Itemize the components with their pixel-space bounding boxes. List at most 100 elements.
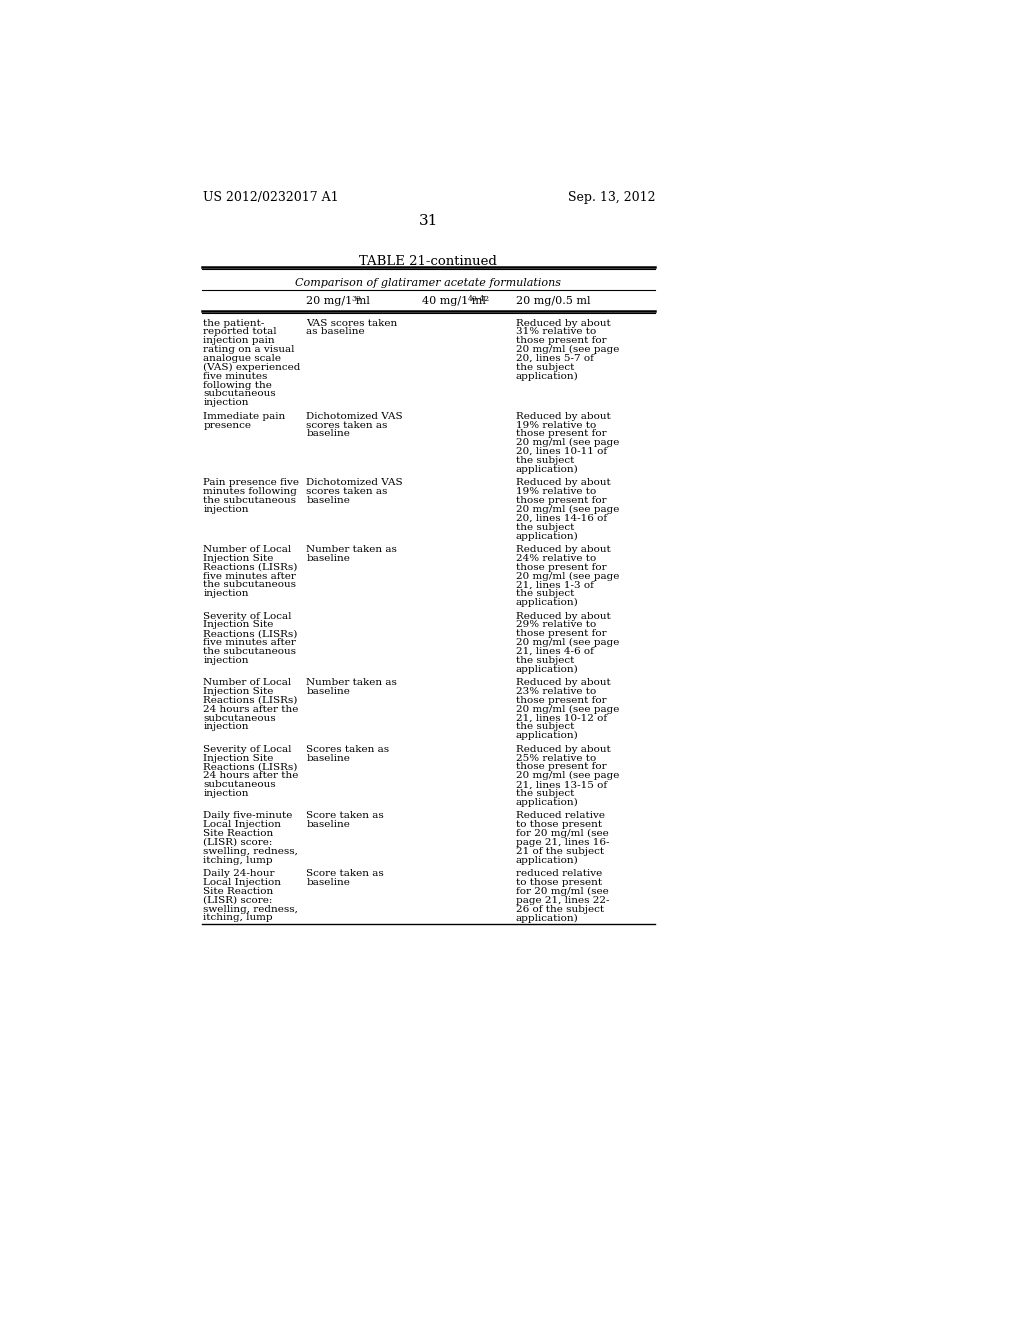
Text: scores taken as: scores taken as bbox=[306, 487, 388, 496]
Text: injection pain: injection pain bbox=[203, 337, 274, 346]
Text: Reduced by about: Reduced by about bbox=[515, 412, 610, 421]
Text: 24 hours after the: 24 hours after the bbox=[203, 705, 299, 714]
Text: 20, lines 5-7 of: 20, lines 5-7 of bbox=[515, 354, 593, 363]
Text: Reactions (LISRs): Reactions (LISRs) bbox=[203, 562, 298, 572]
Text: subcutaneous: subcutaneous bbox=[203, 389, 275, 399]
Text: (LISR) score:: (LISR) score: bbox=[203, 896, 272, 904]
Text: Pain presence five: Pain presence five bbox=[203, 478, 299, 487]
Text: the subject: the subject bbox=[515, 363, 573, 372]
Text: scores taken as: scores taken as bbox=[306, 421, 388, 429]
Text: Dichotomized VAS: Dichotomized VAS bbox=[306, 412, 402, 421]
Text: 21, lines 4-6 of: 21, lines 4-6 of bbox=[515, 647, 593, 656]
Text: those present for: those present for bbox=[515, 496, 606, 506]
Text: baseline: baseline bbox=[306, 754, 350, 763]
Text: those present for: those present for bbox=[515, 763, 606, 771]
Text: swelling, redness,: swelling, redness, bbox=[203, 904, 298, 913]
Text: application): application) bbox=[515, 598, 579, 607]
Text: five minutes after: five minutes after bbox=[203, 638, 296, 647]
Text: Reduced by about: Reduced by about bbox=[515, 545, 610, 554]
Text: Number of Local: Number of Local bbox=[203, 678, 292, 688]
Text: 26 of the subject: 26 of the subject bbox=[515, 904, 603, 913]
Text: 20, lines 10-11 of: 20, lines 10-11 of bbox=[515, 447, 606, 457]
Text: following the: following the bbox=[203, 380, 272, 389]
Text: Dichotomized VAS: Dichotomized VAS bbox=[306, 478, 402, 487]
Text: subcutaneous: subcutaneous bbox=[203, 714, 275, 722]
Text: application): application) bbox=[515, 913, 579, 923]
Text: the subcutaneous: the subcutaneous bbox=[203, 647, 296, 656]
Text: TABLE 21-continued: TABLE 21-continued bbox=[359, 255, 498, 268]
Text: (VAS) experienced: (VAS) experienced bbox=[203, 363, 301, 372]
Text: 24 hours after the: 24 hours after the bbox=[203, 771, 299, 780]
Text: Number taken as: Number taken as bbox=[306, 678, 397, 688]
Text: the subject: the subject bbox=[515, 589, 573, 598]
Text: 23% relative to: 23% relative to bbox=[515, 686, 596, 696]
Text: 21, lines 13-15 of: 21, lines 13-15 of bbox=[515, 780, 606, 789]
Text: 20, lines 14-16 of: 20, lines 14-16 of bbox=[515, 513, 606, 523]
Text: Immediate pain: Immediate pain bbox=[203, 412, 286, 421]
Text: 19% relative to: 19% relative to bbox=[515, 421, 596, 429]
Text: 20 mg/ml (see page: 20 mg/ml (see page bbox=[515, 438, 618, 447]
Text: 21, lines 10-12 of: 21, lines 10-12 of bbox=[515, 714, 606, 722]
Text: analogue scale: analogue scale bbox=[203, 354, 282, 363]
Text: to those present: to those present bbox=[515, 820, 602, 829]
Text: Reduced by about: Reduced by about bbox=[515, 744, 610, 754]
Text: presence: presence bbox=[203, 421, 251, 429]
Text: to those present: to those present bbox=[515, 878, 602, 887]
Text: page 21, lines 22-: page 21, lines 22- bbox=[515, 896, 609, 904]
Text: 20 mg/ml (see page: 20 mg/ml (see page bbox=[515, 638, 618, 647]
Text: those present for: those present for bbox=[515, 337, 606, 346]
Text: Number of Local: Number of Local bbox=[203, 545, 292, 554]
Text: those present for: those present for bbox=[515, 630, 606, 639]
Text: Reduced by about: Reduced by about bbox=[515, 478, 610, 487]
Text: application): application) bbox=[515, 855, 579, 865]
Text: Daily 24-hour: Daily 24-hour bbox=[203, 869, 274, 878]
Text: 20 mg/0.5 ml: 20 mg/0.5 ml bbox=[515, 296, 590, 306]
Text: page 21, lines 16-: page 21, lines 16- bbox=[515, 838, 609, 847]
Text: injection: injection bbox=[203, 589, 249, 598]
Text: the subject: the subject bbox=[515, 789, 573, 799]
Text: five minutes: five minutes bbox=[203, 372, 267, 380]
Text: US 2012/0232017 A1: US 2012/0232017 A1 bbox=[203, 191, 339, 203]
Text: baseline: baseline bbox=[306, 878, 350, 887]
Text: the patient-: the patient- bbox=[203, 318, 264, 327]
Text: Reactions (LISRs): Reactions (LISRs) bbox=[203, 696, 298, 705]
Text: Sep. 13, 2012: Sep. 13, 2012 bbox=[567, 191, 655, 203]
Text: Scores taken as: Scores taken as bbox=[306, 744, 389, 754]
Text: Site Reaction: Site Reaction bbox=[203, 887, 273, 896]
Text: reduced relative: reduced relative bbox=[515, 869, 602, 878]
Text: Reduced by about: Reduced by about bbox=[515, 611, 610, 620]
Text: baseline: baseline bbox=[306, 820, 350, 829]
Text: 20 mg/ml (see page: 20 mg/ml (see page bbox=[515, 572, 618, 581]
Text: application): application) bbox=[515, 731, 579, 741]
Text: five minutes after: five minutes after bbox=[203, 572, 296, 581]
Text: 40-42: 40-42 bbox=[467, 296, 489, 304]
Text: Reduced relative: Reduced relative bbox=[515, 812, 604, 820]
Text: 20 mg/ml (see page: 20 mg/ml (see page bbox=[515, 506, 618, 513]
Text: application): application) bbox=[515, 372, 579, 380]
Text: 39: 39 bbox=[351, 296, 361, 304]
Text: Reduced by about: Reduced by about bbox=[515, 678, 610, 688]
Text: 24% relative to: 24% relative to bbox=[515, 554, 596, 562]
Text: 31: 31 bbox=[419, 214, 438, 228]
Text: Reactions (LISRs): Reactions (LISRs) bbox=[203, 630, 298, 639]
Text: Score taken as: Score taken as bbox=[306, 869, 384, 878]
Text: subcutaneous: subcutaneous bbox=[203, 780, 275, 789]
Text: reported total: reported total bbox=[203, 327, 276, 337]
Text: the subject: the subject bbox=[515, 455, 573, 465]
Text: 31% relative to: 31% relative to bbox=[515, 327, 596, 337]
Text: Daily five-minute: Daily five-minute bbox=[203, 812, 293, 820]
Text: Score taken as: Score taken as bbox=[306, 812, 384, 820]
Text: baseline: baseline bbox=[306, 554, 350, 562]
Text: Site Reaction: Site Reaction bbox=[203, 829, 273, 838]
Text: baseline: baseline bbox=[306, 686, 350, 696]
Text: 20 mg/1 ml: 20 mg/1 ml bbox=[306, 296, 370, 306]
Text: injection: injection bbox=[203, 789, 249, 799]
Text: Injection Site: Injection Site bbox=[203, 686, 273, 696]
Text: Local Injection: Local Injection bbox=[203, 878, 282, 887]
Text: Reactions (LISRs): Reactions (LISRs) bbox=[203, 763, 298, 771]
Text: application): application) bbox=[515, 465, 579, 474]
Text: injection: injection bbox=[203, 506, 249, 513]
Text: Injection Site: Injection Site bbox=[203, 620, 273, 630]
Text: for 20 mg/ml (see: for 20 mg/ml (see bbox=[515, 887, 608, 896]
Text: (LISR) score:: (LISR) score: bbox=[203, 838, 272, 847]
